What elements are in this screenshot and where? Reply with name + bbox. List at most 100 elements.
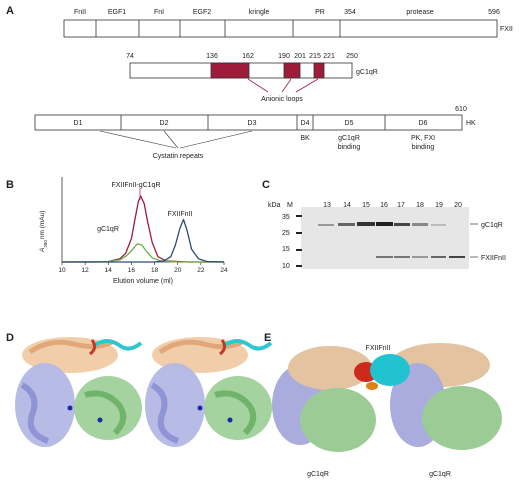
x-tick-label-12: 12 [82,267,90,274]
band-gc1qr-15 [357,222,375,226]
hk-d4-bk: BK [300,135,310,142]
band-gc1qr-17 [394,223,410,226]
x-axis-label: Elution volume (ml) [113,278,173,285]
anionic-loop-1 [210,62,250,79]
hk-bar [34,114,463,131]
gc1qr-name: gC1qR [356,69,378,76]
hk-d5-sub-1: gC1qR [338,135,360,142]
band-gc1qr-16 [376,222,393,226]
x-tick-label-22: 22 [197,267,205,274]
series-line-2 [62,218,225,263]
gc1qr-pos-190: 190 [278,53,290,60]
panel-e-label: E [264,332,271,344]
band-fxii-20 [449,256,465,258]
lane-16: 16 [380,202,388,209]
anionic-loop-3 [313,62,325,79]
gc1qr-pos-201: 201 [294,53,306,60]
band-gc1qr-19 [431,224,446,226]
band-fxii-19 [431,256,446,258]
lane-13: 13 [323,202,331,209]
fxii-domain-pr: PR [315,9,325,16]
band-label-gc1qr: gC1qR [481,222,503,229]
hk-domain-d4: D4 [301,120,310,127]
panel-a-label: A [6,5,14,17]
fxii-domain-map: FnII EGF1 FnI EGF2 kringle PR 354 protea… [63,9,513,38]
band-fxii-17 [394,256,410,258]
fxii-bar [63,19,498,38]
series-label-gc1qr: gC1qR [97,226,119,233]
kda-label: kDa [268,202,281,209]
hk-domain-d2: D2 [160,120,169,127]
x-tick-label-16: 16 [128,267,136,274]
y-axis-label-a: A [39,248,46,253]
fxii-name: FXII [500,26,513,33]
marker-35: 35 [282,214,290,221]
marker-15: 15 [282,246,290,253]
x-tick-label-20: 20 [174,267,182,274]
fxii-domain-egf1: EGF1 [108,9,126,16]
hk-d6-sub-1: PK, FXI [411,135,435,142]
gc1qr-pos-74: 74 [126,53,134,60]
hk-d6-sub-2: binding [412,144,435,151]
series-label-fxiifnii: FXIIFnII [168,211,193,218]
ribbon-structure-left [15,337,143,447]
lane-14: 14 [343,202,351,209]
fxii-end: 596 [488,9,500,16]
fxii-domain-kringle: kringle [249,9,270,16]
hk-domain-d1: D1 [74,120,83,127]
gc1qr-pos-250: 250 [346,53,358,60]
band-label-fxiifnii: FXIIFnII [481,255,506,262]
marker-10: 10 [282,263,290,270]
fxii-pos-354: 354 [344,9,356,16]
elution-chart: A280nm (mAu) Elution volume (ml) 10 12 14 1… [39,177,228,285]
hk-domain-d5: D5 [345,120,354,127]
fxiifnii-label: FXIIFnII [366,345,391,352]
x-tick-label-14: 14 [105,267,113,274]
hk-end: 610 [455,106,467,113]
y-axis-label-rest: nm (mAu) [39,211,46,240]
panel-d-label: D [6,332,14,344]
space-filling-model: FXIIFnII gC1qR gC1qR [272,343,502,478]
hk-domain-map: D1 D2 D3 D4 D5 D6 610 HK BK gC1qR bindin… [34,106,476,160]
gc1qr-domain-map: 74 136 162 190 201 215 221 250 gC1qR Ani… [126,53,378,103]
x-tick-label-18: 18 [151,267,159,274]
gc1qr-pos-215: 215 [309,53,321,60]
gel-background [301,207,469,269]
y-axis-label: A280nm (mAu) [39,211,48,253]
band-gc1qr-13 [318,224,334,226]
band-fxii-16 [376,256,393,258]
panel-b-label: B [6,179,14,191]
series-label-complex: FXIIFnII-gC1qR [111,182,160,189]
panel-c-label: C [262,179,270,191]
fxii-domain-fni: FnI [154,9,164,16]
gc1qr-label-left: gC1qR [307,471,329,478]
ribbon-structure-right [145,337,273,447]
hk-d5-sub-2: binding [338,144,361,151]
series-line-0 [62,195,224,263]
x-tick-label-24: 24 [220,267,228,274]
marker-25: 25 [282,230,290,237]
gc1qr-pos-136: 136 [206,53,218,60]
fxii-domain-egf2: EGF2 [193,9,211,16]
cystatin-repeats-label: Cystatin repeats [153,153,204,160]
sds-page-gel: kDa M 13 14 15 16 17 18 19 20 35 25 15 1… [268,202,506,270]
fxii-domain-protease: protease [406,9,433,16]
lane-18: 18 [416,202,424,209]
y-axis-label-sub: 280 [43,240,48,248]
band-gc1qr-14 [338,223,355,226]
hk-name: HK [466,120,476,127]
gc1qr-pos-162: 162 [242,53,254,60]
hk-domain-d3: D3 [248,120,257,127]
marker-lane-label: M [287,202,293,209]
hk-domain-d6: D6 [419,120,428,127]
band-gc1qr-18 [412,223,428,226]
anionic-loop-2 [283,62,301,79]
lane-19: 19 [435,202,443,209]
band-fxii-18 [412,256,428,258]
lane-15: 15 [362,202,370,209]
gc1qr-label-right: gC1qR [429,471,451,478]
anionic-loops-label: Anionic loops [261,96,303,103]
lane-20: 20 [454,202,462,209]
x-tick-label-10: 10 [58,267,66,274]
